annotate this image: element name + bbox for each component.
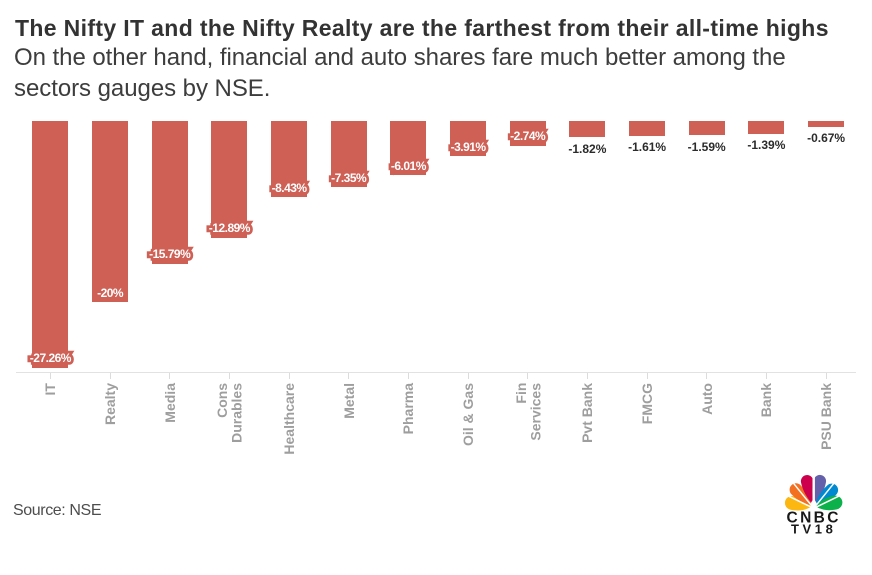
svg-text:CNBC: CNBC	[787, 510, 841, 527]
svg-text:TV18: TV18	[791, 522, 836, 537]
